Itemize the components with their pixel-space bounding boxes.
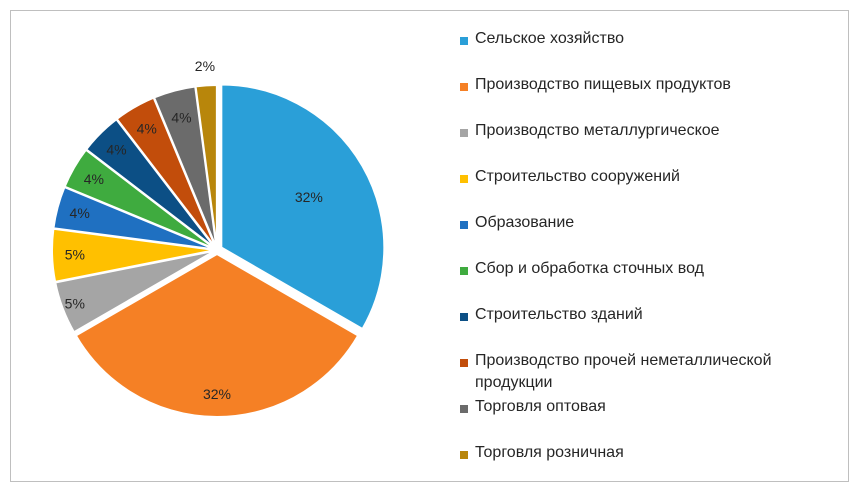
legend-swatch xyxy=(460,37,468,45)
legend-label: Торговля розничная xyxy=(475,444,624,461)
pie-data-label: 4% xyxy=(106,141,126,157)
legend-item: Торговля оптовая xyxy=(460,394,840,440)
legend-label: Образование xyxy=(475,214,575,231)
legend-item: Производство пищевых продуктов xyxy=(460,72,840,118)
legend-swatch xyxy=(460,175,468,183)
legend-item: Строительство зданий xyxy=(460,302,840,348)
pie-data-label: 4% xyxy=(84,171,104,187)
pie-data-label: 2% xyxy=(195,58,215,74)
pie-data-label: 32% xyxy=(295,189,323,205)
pie-data-label: 4% xyxy=(70,205,90,221)
legend-label: Торговля оптовая xyxy=(475,398,606,415)
pie-data-label: 5% xyxy=(65,247,85,263)
legend-swatch xyxy=(460,359,468,367)
pie-data-label: 4% xyxy=(137,120,157,136)
legend-label: Строительство сооружений xyxy=(475,168,680,185)
legend-label: Сельское хозяйство xyxy=(475,30,625,47)
legend-item: Сбор и обработка сточных вод xyxy=(460,256,840,302)
legend-swatch xyxy=(460,405,468,413)
legend-item: Производство металлургическое xyxy=(460,118,840,164)
legend-label: Производство металлургическое xyxy=(475,122,720,139)
pie-data-label: 5% xyxy=(65,296,85,312)
pie-data-label: 4% xyxy=(171,109,191,125)
pie-slice xyxy=(220,83,386,331)
chart-legend: Сельское хозяйство Производство пищевых п… xyxy=(460,26,840,486)
legend-swatch xyxy=(460,451,468,459)
legend-item: Строительство сооружений xyxy=(460,164,840,210)
legend-swatch xyxy=(460,313,468,321)
legend-label: Строительство зданий xyxy=(475,306,643,323)
legend-swatch xyxy=(460,129,468,137)
legend-item: Торговля розничная xyxy=(460,440,840,486)
legend-swatch xyxy=(460,267,468,275)
pie-slice xyxy=(194,84,218,249)
legend-item: Образование xyxy=(460,210,840,256)
legend-item: Производство прочей неметаллической прод… xyxy=(460,348,840,394)
pie-data-label: 32% xyxy=(203,386,231,402)
legend-label: Производство прочей неметаллической прод… xyxy=(475,352,772,391)
legend-label: Сбор и обработка сточных вод xyxy=(475,260,704,277)
legend-swatch xyxy=(460,83,468,91)
legend-item: Сельское хозяйство xyxy=(460,26,840,72)
pie-slice xyxy=(74,252,360,418)
legend-label: Производство пищевых продуктов xyxy=(475,76,731,93)
legend-swatch xyxy=(460,221,468,229)
